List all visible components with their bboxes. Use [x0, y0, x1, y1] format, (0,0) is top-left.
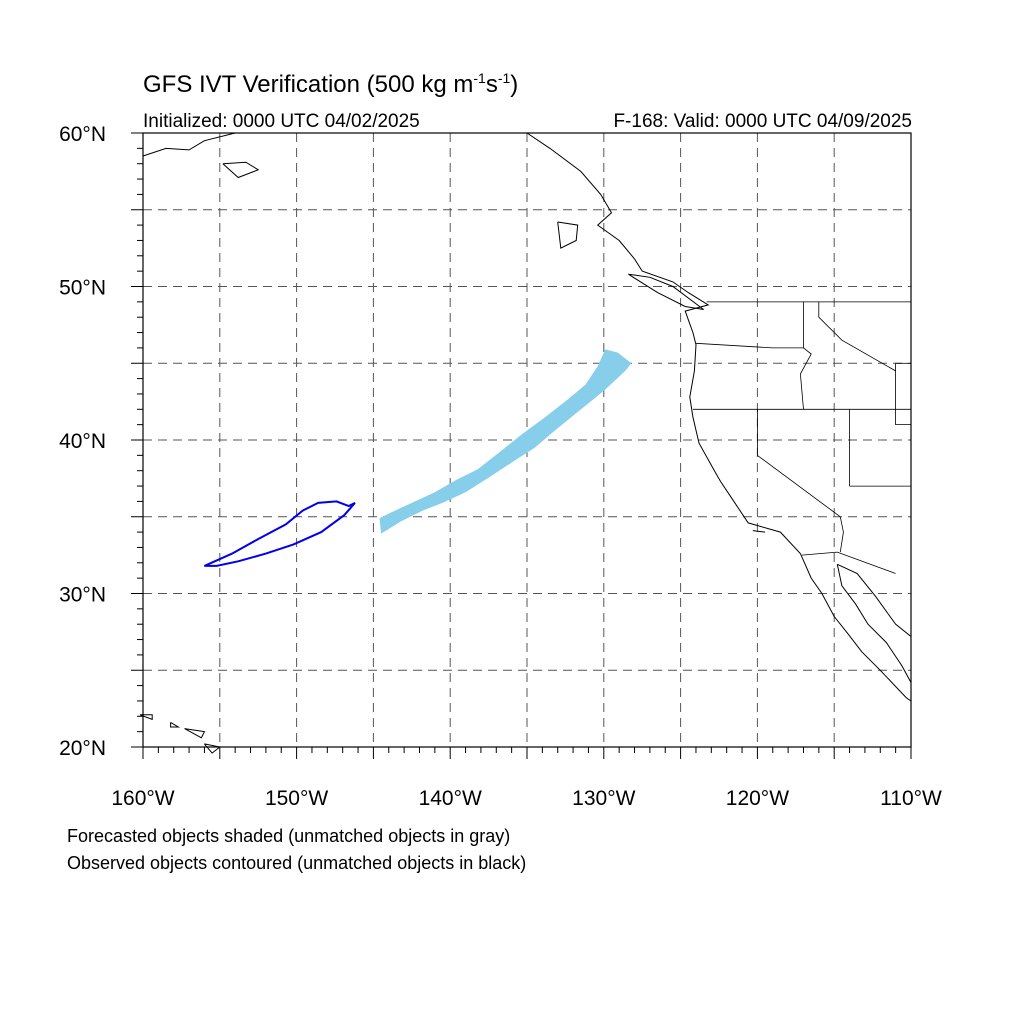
border-us-mexico	[801, 551, 896, 574]
lat-tick-label: 50°N	[59, 277, 106, 300]
coastline-north-america-west-coast	[526, 132, 912, 702]
coastline-gulf-of-california	[836, 564, 912, 683]
lon-tick-label: 110°W	[880, 787, 942, 810]
border-ca-az	[839, 516, 844, 553]
coastline-vancouver-island	[628, 273, 704, 310]
title-main: GFS IVT Verification (500 kg m	[143, 71, 474, 98]
lat-tick-label: 40°N	[59, 430, 106, 453]
init-time-label: Initialized: 0000 UTC 04/02/2025	[143, 111, 420, 132]
footer-forecast-note: Forecasted objects shaded (unmatched obj…	[67, 826, 511, 846]
title-mid: s	[485, 71, 498, 98]
lon-tick-label: 150°W	[265, 787, 328, 810]
border-ca-nv	[757, 409, 841, 518]
coastline-kodiak	[222, 161, 260, 179]
valid-time-label: F-168: Valid: 0000 UTC 04/09/2025	[613, 111, 912, 132]
forecast-object	[379, 349, 632, 534]
border-id-mt	[818, 301, 896, 372]
coastline-hawaii-1	[139, 714, 153, 721]
title-exp2: -1	[497, 70, 511, 86]
coastline-hawaii-2	[170, 721, 181, 728]
title-exp1: -1	[473, 70, 486, 86]
coastline-channel-islands	[752, 530, 766, 533]
border-wy-edge	[895, 363, 911, 426]
coastline-haida-gwaii	[557, 221, 579, 249]
coastline-hawaii-4	[204, 743, 221, 754]
title-close: )	[510, 71, 519, 98]
border-idaho-wa-or	[799, 301, 812, 410]
observed-object-contour	[203, 500, 356, 567]
coastline-mexico-mainland-coast	[837, 563, 912, 637]
lon-tick-label: 160°W	[111, 787, 174, 810]
border-wa-or	[695, 342, 804, 349]
footer-observed-note: Observed objects contoured (unmatched ob…	[67, 853, 527, 873]
lon-tick-label: 120°W	[726, 787, 789, 810]
lat-tick-label: 30°N	[59, 584, 106, 607]
lat-tick-label: 20°N	[59, 737, 106, 760]
lat-tick-label: 60°N	[59, 123, 106, 146]
coastline-alaska-coast	[142, 132, 236, 157]
lon-tick-label: 140°W	[419, 787, 482, 810]
lon-tick-label: 130°W	[572, 787, 635, 810]
chart-title: GFS IVT Verification (500 kg m-1s-1)	[143, 70, 518, 99]
coastline-hawaii-3	[184, 728, 206, 739]
